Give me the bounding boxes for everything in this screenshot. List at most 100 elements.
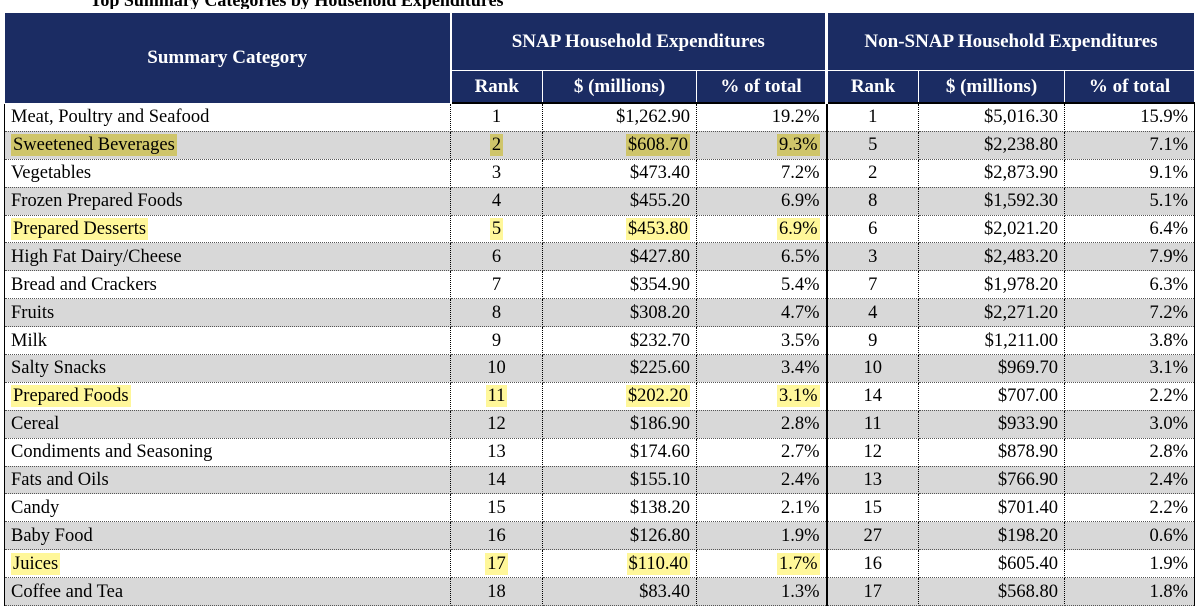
cell-snap-pct-text: 2.8% xyxy=(780,414,820,435)
cell-nonsnap-rank: 9 xyxy=(825,326,919,356)
cell-snap-rank: 14 xyxy=(450,466,543,495)
cell-nonsnap-pct: 7.1% xyxy=(1064,131,1195,160)
header-summary-category: Summary Category xyxy=(4,12,452,104)
cell-nonsnap-millions: $5,016.30 xyxy=(918,103,1065,132)
cell-snap-pct: 7.2% xyxy=(696,159,827,188)
cell-nonsnap-rank: 5 xyxy=(825,131,919,160)
cell-snap-pct: 2.4% xyxy=(696,466,827,495)
cell-snap-pct: 3.1% xyxy=(696,382,827,411)
cell-snap-millions: $608.70 xyxy=(542,131,697,160)
cell-snap-millions-text: $202.20 xyxy=(625,385,690,408)
cell-nonsnap-millions-text: $1,978.20 xyxy=(984,274,1058,295)
cell-nonsnap-rank-text: 4 xyxy=(868,302,878,323)
cell-nonsnap-pct-text: 2.8% xyxy=(1149,442,1188,463)
cell-nonsnap-pct: 2.4% xyxy=(1064,466,1195,495)
table-row: Baby Food 16 $126.80 1.9% 27 $198.20 0.6% xyxy=(4,521,1195,551)
cell-snap-rank-text: 3 xyxy=(491,163,502,184)
cell-category: Sweetened Beverages xyxy=(4,131,451,160)
cell-category-text: Frozen Prepared Foods xyxy=(11,191,183,212)
cell-nonsnap-rank: 15 xyxy=(825,493,919,523)
cell-snap-millions-text: $308.20 xyxy=(629,302,690,323)
cell-category: Prepared Foods xyxy=(4,382,451,411)
cell-snap-rank: 15 xyxy=(450,493,543,523)
cell-snap-pct-text: 2.7% xyxy=(780,442,820,463)
cell-snap-pct-text: 4.7% xyxy=(780,302,820,323)
cell-category: Juices xyxy=(4,549,451,579)
cell-nonsnap-pct-text: 1.9% xyxy=(1149,553,1188,574)
cell-snap-rank: 11 xyxy=(450,382,543,411)
cell-snap-millions-text: $174.60 xyxy=(629,442,690,463)
cell-snap-millions: $83.40 xyxy=(542,577,697,607)
cell-nonsnap-rank-text: 2 xyxy=(868,163,878,184)
table-row: Juices 17 $110.40 1.7% 16 $605.40 1.9% xyxy=(4,549,1195,579)
cell-nonsnap-millions-text: $605.40 xyxy=(997,553,1058,574)
table-caption: Top Summary Categories by Household Expe… xyxy=(0,0,1199,9)
cell-nonsnap-pct: 2.2% xyxy=(1064,382,1195,411)
cell-snap-millions-text: $155.10 xyxy=(629,470,690,491)
cell-nonsnap-millions-text: $878.90 xyxy=(997,442,1058,463)
table-row: Vegetables 3 $473.40 7.2% 2 $2,873.90 9.1% xyxy=(4,159,1195,188)
cell-snap-rank-text: 11 xyxy=(485,385,508,408)
cell-nonsnap-pct-text: 7.1% xyxy=(1149,135,1188,156)
cell-snap-millions-text: $83.40 xyxy=(639,581,690,602)
cell-snap-millions-text: $110.40 xyxy=(626,552,690,575)
cell-snap-millions-text: $225.60 xyxy=(629,358,690,379)
cell-category-text: Baby Food xyxy=(11,525,93,546)
cell-nonsnap-rank: 13 xyxy=(825,466,919,495)
cell-nonsnap-pct: 3.8% xyxy=(1064,326,1195,356)
cell-snap-pct: 19.2% xyxy=(696,103,827,132)
cell-nonsnap-rank: 4 xyxy=(825,298,919,328)
cell-snap-rank: 2 xyxy=(450,131,543,160)
cell-nonsnap-rank: 14 xyxy=(825,382,919,411)
cell-nonsnap-millions: $766.90 xyxy=(918,466,1065,495)
cell-snap-rank-text: 7 xyxy=(491,274,502,295)
cell-snap-rank-text: 2 xyxy=(489,134,504,157)
cell-snap-millions: $455.20 xyxy=(542,187,697,216)
cell-snap-millions: $174.60 xyxy=(542,438,697,467)
expenditures-table: Summary Category SNAP Household Expendit… xyxy=(4,12,1195,607)
cell-snap-rank-text: 17 xyxy=(485,552,508,575)
cell-nonsnap-pct: 6.4% xyxy=(1064,215,1195,244)
table-row: Bread and Crackers 7 $354.90 5.4% 7 $1,978.20… xyxy=(4,270,1195,300)
cell-nonsnap-rank-text: 13 xyxy=(863,470,883,491)
cell-snap-rank: 17 xyxy=(450,549,543,579)
cell-nonsnap-rank-text: 11 xyxy=(863,414,882,435)
table-row: High Fat Dairy/Cheese 6 $427.80 6.5% 3 $2,483… xyxy=(4,242,1195,272)
table-row: Prepared Foods 11 $202.20 3.1% 14 $707.00 2.2% xyxy=(4,382,1195,411)
cell-snap-millions-text: $608.70 xyxy=(625,134,690,157)
cell-snap-millions-text: $427.80 xyxy=(629,246,690,267)
cell-nonsnap-rank: 1 xyxy=(825,103,919,132)
cell-nonsnap-rank: 6 xyxy=(825,215,919,244)
cell-nonsnap-pct: 7.2% xyxy=(1064,298,1195,328)
header-nonsnap-pct: % of total xyxy=(1064,70,1195,104)
cell-category-text: Milk xyxy=(11,330,47,351)
header-nonsnap-millions: $ (millions) xyxy=(918,70,1065,104)
cell-nonsnap-millions-text: $2,873.90 xyxy=(984,163,1058,184)
cell-nonsnap-millions-text: $2,238.80 xyxy=(984,135,1058,156)
table-row: Candy 15 $138.20 2.1% 15 $701.40 2.2% xyxy=(4,493,1195,523)
cell-snap-millions-text: $232.70 xyxy=(629,330,690,351)
cell-nonsnap-pct-text: 7.2% xyxy=(1149,302,1188,323)
cell-category: Meat, Poultry and Seafood xyxy=(4,103,451,132)
cell-category: Candy xyxy=(4,493,451,523)
cell-nonsnap-pct: 3.1% xyxy=(1064,354,1195,383)
cell-nonsnap-rank-text: 9 xyxy=(868,330,878,351)
cell-nonsnap-rank-text: 3 xyxy=(868,246,878,267)
cell-snap-millions: $110.40 xyxy=(542,549,697,579)
cell-category-text: Condiments and Seasoning xyxy=(11,442,213,463)
cell-snap-rank-text: 8 xyxy=(491,302,502,323)
cell-snap-pct-text: 1.9% xyxy=(780,525,820,546)
cell-snap-pct: 9.3% xyxy=(696,131,827,160)
cell-snap-millions: $473.40 xyxy=(542,159,697,188)
cell-nonsnap-pct-text: 2.4% xyxy=(1149,470,1188,491)
cell-nonsnap-pct-text: 3.0% xyxy=(1149,414,1188,435)
table-row: Coffee and Tea 18 $83.40 1.3% 17 $568.80 1.8% xyxy=(4,577,1195,607)
cell-nonsnap-rank-text: 5 xyxy=(868,135,878,156)
cell-snap-rank-text: 14 xyxy=(487,470,506,491)
cell-snap-pct: 6.9% xyxy=(696,187,827,216)
cell-category: Prepared Desserts xyxy=(4,215,451,244)
table-row: Cereal 12 $186.90 2.8% 11 $933.90 3.0% xyxy=(4,410,1195,439)
cell-snap-rank-text: 5 xyxy=(489,218,504,240)
header-snap-pct: % of total xyxy=(696,70,827,104)
cell-nonsnap-pct: 7.9% xyxy=(1064,242,1195,272)
